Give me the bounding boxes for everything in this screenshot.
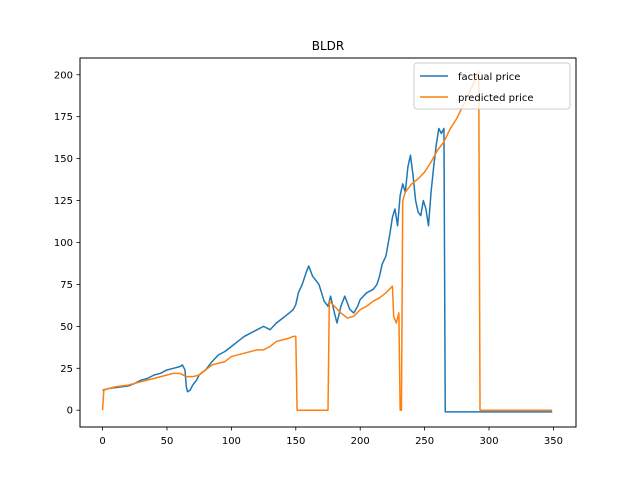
x-tick-label: 300 xyxy=(479,436,498,447)
x-tick-label: 150 xyxy=(286,436,305,447)
plot-area xyxy=(101,70,553,413)
y-tick-label: 50 xyxy=(60,322,73,333)
x-tick-label: 50 xyxy=(161,436,174,447)
x-tick-label: 100 xyxy=(222,436,241,447)
legend-label: predicted price xyxy=(458,93,534,104)
y-tick-label: 100 xyxy=(54,238,73,249)
series-line-factual-price xyxy=(102,127,553,413)
y-tick-label: 200 xyxy=(54,70,73,81)
legend: factual price predicted price xyxy=(413,62,571,110)
x-tick-label: 200 xyxy=(351,436,370,447)
y-tick-label: 75 xyxy=(60,280,73,291)
y-tick-label: 0 xyxy=(67,406,73,417)
series-line-predicted-price xyxy=(101,70,553,411)
x-axis: 0 50 100 150 200 250 300 350 xyxy=(99,427,563,447)
x-tick-label: 250 xyxy=(415,436,434,447)
y-tick-label: 175 xyxy=(54,112,73,123)
y-tick-label: 125 xyxy=(54,196,73,207)
chart-title: BLDR xyxy=(312,39,345,53)
legend-box xyxy=(413,62,571,110)
y-axis: 0 25 50 75 100 125 150 175 200 xyxy=(54,70,80,417)
y-tick-label: 150 xyxy=(54,154,73,165)
axes-frame xyxy=(79,57,577,428)
x-tick-label: 0 xyxy=(99,436,105,447)
y-tick-label: 25 xyxy=(60,364,73,375)
legend-label: factual price xyxy=(458,72,520,83)
x-tick-label: 350 xyxy=(544,436,563,447)
